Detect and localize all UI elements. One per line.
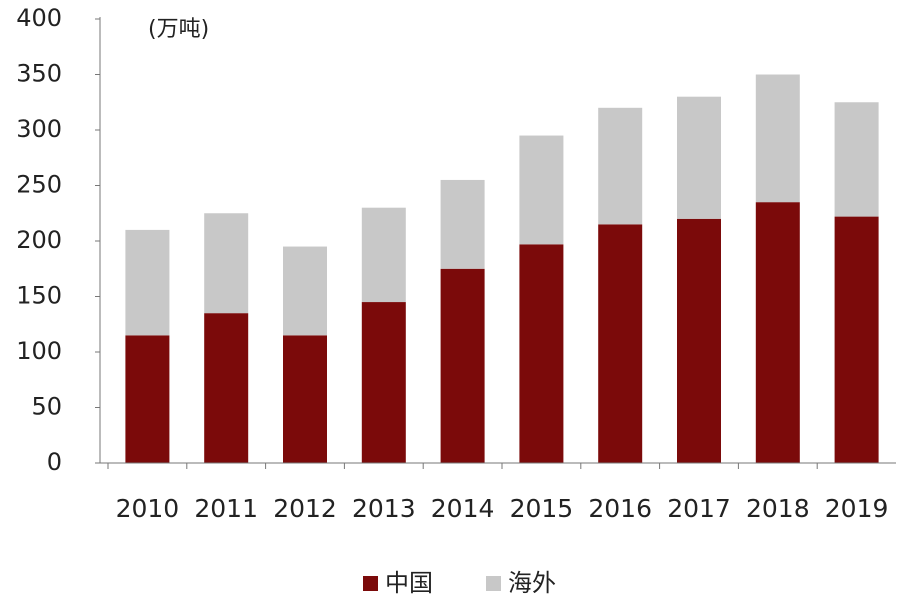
y-tick-label: 350 [16, 60, 62, 88]
bar-segment [755, 74, 800, 203]
bar-segment [283, 335, 327, 463]
bar-segment [361, 207, 406, 303]
bar-segment [834, 216, 879, 463]
y-tick-label: 250 [16, 171, 62, 199]
y-tick-label: 150 [16, 282, 62, 310]
x-tick-label: 2011 [194, 494, 258, 523]
x-tick-label: 2017 [667, 494, 731, 523]
y-tick-label: 50 [31, 393, 62, 421]
x-tick-label: 2012 [273, 494, 337, 523]
bar-segment [519, 135, 564, 245]
bar-segment [440, 179, 485, 269]
bar-segment [440, 268, 485, 463]
y-tick-label: 100 [16, 337, 62, 365]
y-tick-label: 0 [47, 448, 62, 476]
bar-segment [204, 213, 249, 314]
legend-label: 中国 [385, 569, 433, 597]
unit-label: (万吨) [148, 17, 209, 42]
legend-label: 海外 [508, 569, 556, 597]
x-tick-label: 2013 [352, 494, 416, 523]
bar-segment [204, 313, 249, 463]
x-tick-label: 2018 [746, 494, 810, 523]
x-tick-label: 2014 [431, 494, 495, 523]
bar-segment [677, 96, 721, 219]
bar-segment [598, 224, 643, 463]
bar-segment [125, 229, 170, 336]
bar-segment [361, 302, 406, 463]
bar-segment [755, 202, 800, 463]
bar-segment [834, 102, 879, 217]
y-tick-label: 200 [16, 226, 62, 254]
bar-segment [598, 107, 643, 225]
x-tick-label: 2019 [825, 494, 889, 523]
x-tick-label: 2015 [510, 494, 574, 523]
y-tick-label: 400 [16, 4, 62, 32]
legend-swatch [486, 576, 501, 591]
bar-segment [519, 244, 564, 463]
bar-segment [283, 246, 327, 336]
y-tick-label: 300 [16, 115, 62, 143]
legend-swatch [363, 576, 378, 591]
bar-segment [677, 218, 721, 463]
bar-segment [125, 335, 170, 463]
x-tick-label: 2010 [116, 494, 180, 523]
x-tick-label: 2016 [588, 494, 652, 523]
